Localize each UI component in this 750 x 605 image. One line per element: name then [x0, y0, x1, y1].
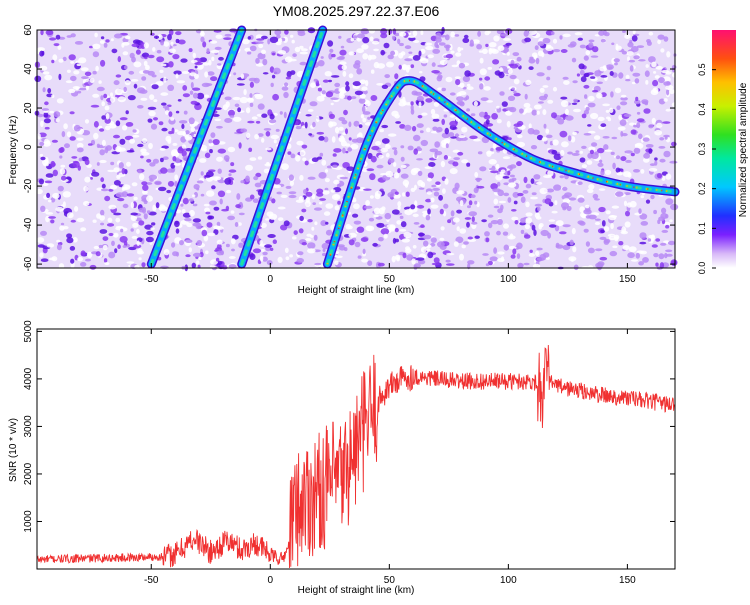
snr-x-axis-label: Height of straight line (km) — [298, 585, 415, 596]
y-tick-label: 0 — [23, 144, 34, 150]
y-tick-label: 20 — [23, 102, 34, 114]
colorbar: 0.0 0.1 0.2 0.3 0.4 0.5 Normalized spectral a… — [697, 30, 749, 274]
x-tick-label: 50 — [384, 274, 396, 285]
x-tick-label: 0 — [268, 274, 274, 285]
colorbar-ticks: 0.0 0.1 0.2 0.3 0.4 0.5 — [697, 63, 716, 274]
snr-y-ticks: 1000 2000 3000 4000 5000 — [23, 320, 675, 533]
colorbar-tick-label: 0.1 — [697, 222, 707, 235]
colorbar-label: Normalized spectral amplitude — [738, 82, 749, 217]
colorbar-tick-label: 0.2 — [697, 182, 707, 195]
colorbar-tick-label: 0.3 — [697, 143, 707, 156]
x-tick-label: -50 — [144, 274, 159, 285]
snr-chart: -50 0 50 100 150 1000 2000 3000 4000 5000 Height… — [8, 320, 676, 596]
snr-x-ticks: -50 0 50 100 150 — [144, 329, 636, 586]
trace-3-peak-dots — [326, 79, 676, 265]
figure-title: YM08.2025.297.22.37.E06 — [273, 3, 440, 19]
colorbar-tick-label: 0.4 — [697, 103, 707, 116]
x-tick-label: 0 — [268, 575, 274, 586]
trace-2-core — [240, 28, 325, 266]
y-tick-label: 2000 — [23, 462, 34, 485]
y-tick-label: -40 — [23, 217, 34, 232]
spectrogram-chart: -50 0 50 100 150 -60 -40 -20 0 20 40 60 Height of … — [8, 24, 680, 296]
y-tick-label: -60 — [23, 256, 34, 271]
spectrogram-background-noise — [34, 26, 679, 272]
spectrogram-frame — [36, 29, 676, 269]
y-tick-label: -20 — [23, 178, 34, 193]
y-tick-label: 3000 — [23, 415, 34, 438]
x-tick-label: 50 — [384, 575, 396, 586]
colorbar-tick-label: 0.0 — [697, 262, 707, 275]
spectrogram-y-ticks: -60 -40 -20 0 20 40 60 — [23, 24, 675, 271]
y-tick-label: 5000 — [23, 320, 34, 343]
spectrogram-x-ticks: -50 0 50 100 150 — [144, 30, 636, 285]
trace-1-core — [149, 28, 244, 266]
x-tick-label: 100 — [500, 274, 517, 285]
x-tick-label: 150 — [619, 274, 636, 285]
snr-line — [36, 344, 676, 569]
y-tick-label: 40 — [23, 63, 34, 75]
x-tick-label: -50 — [144, 575, 159, 586]
colorbar-tick-label: 0.5 — [697, 63, 707, 76]
snr-series — [36, 344, 676, 569]
x-tick-label: 100 — [500, 575, 517, 586]
y-tick-label: 4000 — [23, 367, 34, 390]
x-tick-label: 150 — [619, 575, 636, 586]
snr-frame — [36, 328, 676, 570]
y-tick-label: 1000 — [23, 510, 34, 533]
y-tick-label: 60 — [23, 24, 34, 36]
spectrogram-x-axis-label: Height of straight line (km) — [298, 285, 415, 296]
spectrogram-traces — [146, 25, 680, 269]
snr-y-axis-label: SNR (10 * v/v) — [8, 418, 19, 482]
spectrogram-y-axis-label: Frequency (Hz) — [8, 116, 19, 185]
